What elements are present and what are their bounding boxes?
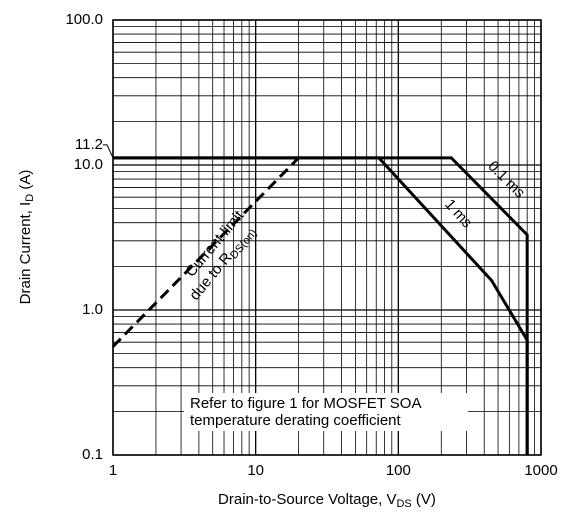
x-title-tail: (V)	[412, 491, 436, 508]
series-line	[113, 156, 529, 455]
note-text: Refer to figure 1 for MOSFET SOA	[190, 395, 421, 412]
x-title-text: Drain-to-Source Voltage, V	[218, 491, 396, 508]
y-tick-label: 10.0	[74, 156, 103, 173]
x-tick-label: 1000	[524, 462, 557, 479]
y-title-tail: (A)	[17, 170, 34, 194]
x-tick-label: 100	[386, 462, 411, 479]
x-tick-label: 10	[247, 462, 264, 479]
plot-frame	[112, 19, 542, 456]
y-tick-label: 100.0	[65, 11, 103, 28]
note-text: temperature derating coefficient	[190, 412, 402, 429]
y-tick-label: 1.0	[82, 301, 103, 318]
x-title-sub: DS	[396, 498, 411, 510]
y-title-sub: D	[24, 194, 36, 202]
y-marker-tick	[103, 144, 114, 159]
y-axis-title: Drain Current, ID (A)	[17, 170, 36, 305]
series-label: 1 ms	[441, 196, 475, 232]
series-label: 0.1 ms	[484, 158, 528, 202]
y-title-text: Drain Current, I	[17, 202, 34, 305]
x-tick-label: 1	[109, 462, 117, 479]
y-tick-label: 0.1	[82, 446, 103, 463]
series-line	[111, 156, 300, 348]
x-axis-title: Drain-to-Source Voltage, VDS (V)	[218, 491, 436, 510]
y-marker-label: 11.2	[75, 136, 103, 153]
note-box	[184, 393, 468, 431]
